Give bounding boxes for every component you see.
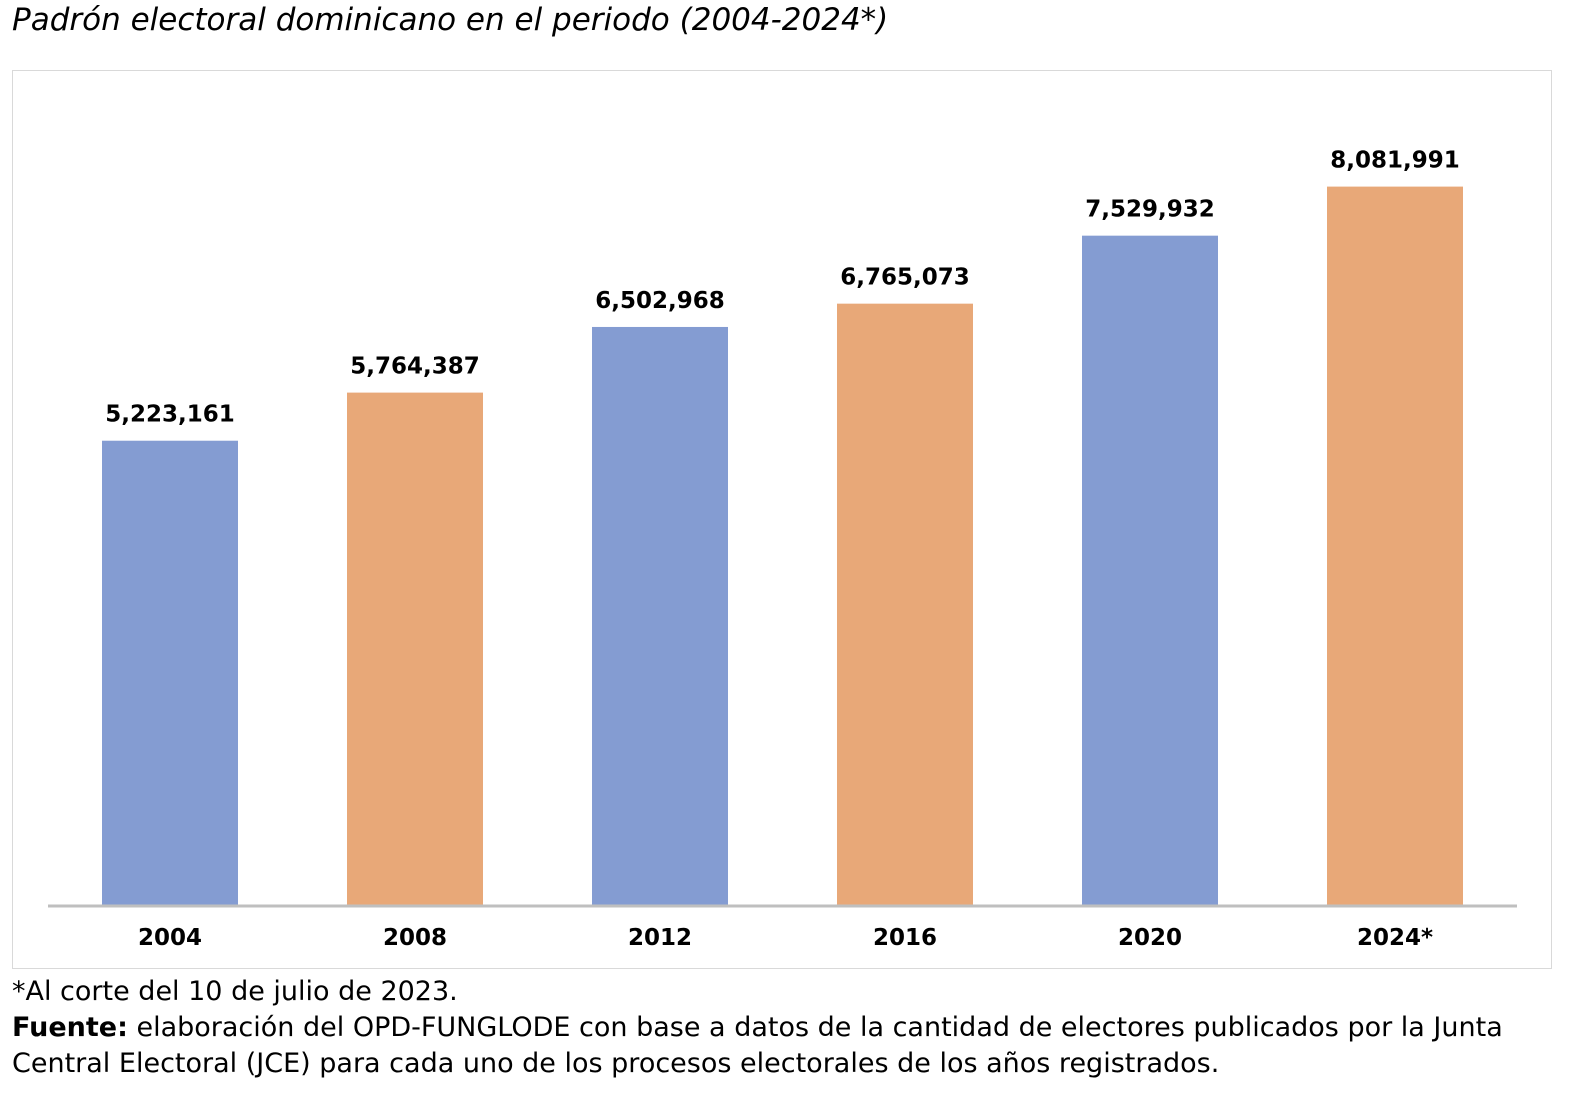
x-tick-label: 2008 [383, 925, 447, 951]
x-tick-label: 2012 [628, 925, 692, 951]
bar-2012 [592, 326, 728, 906]
x-tick-label: 2016 [873, 925, 937, 951]
data-label: 5,223,161 [105, 402, 235, 428]
x-tick-label: 2004 [138, 925, 202, 951]
chart-notes: *Al corte del 10 de julio de 2023. Fuent… [12, 974, 1572, 1082]
data-label: 7,529,932 [1085, 197, 1215, 223]
data-label: 6,765,073 [840, 265, 970, 291]
data-label: 5,764,387 [350, 354, 480, 380]
bar-2024 [1327, 186, 1463, 905]
chart-title: Padrón electoral dominicano en el period… [12, 2, 889, 38]
source-note: Fuente: elaboración del OPD-FUNGLODE con… [12, 1010, 1572, 1082]
chart-frame [12, 70, 1552, 969]
source-label: Fuente: [12, 1012, 128, 1043]
bar-2020 [1082, 235, 1218, 905]
x-tick-label: 2024* [1357, 925, 1433, 951]
data-label: 6,502,968 [595, 288, 725, 314]
x-tick-label: 2020 [1118, 925, 1182, 951]
bar-2008 [347, 392, 483, 905]
bar-2004 [102, 440, 238, 905]
footnote: *Al corte del 10 de julio de 2023. [12, 976, 458, 1007]
data-label: 8,081,991 [1330, 148, 1460, 174]
source-text: elaboración del OPD-FUNGLODE con base a … [12, 1012, 1503, 1079]
bar-2016 [837, 303, 973, 906]
